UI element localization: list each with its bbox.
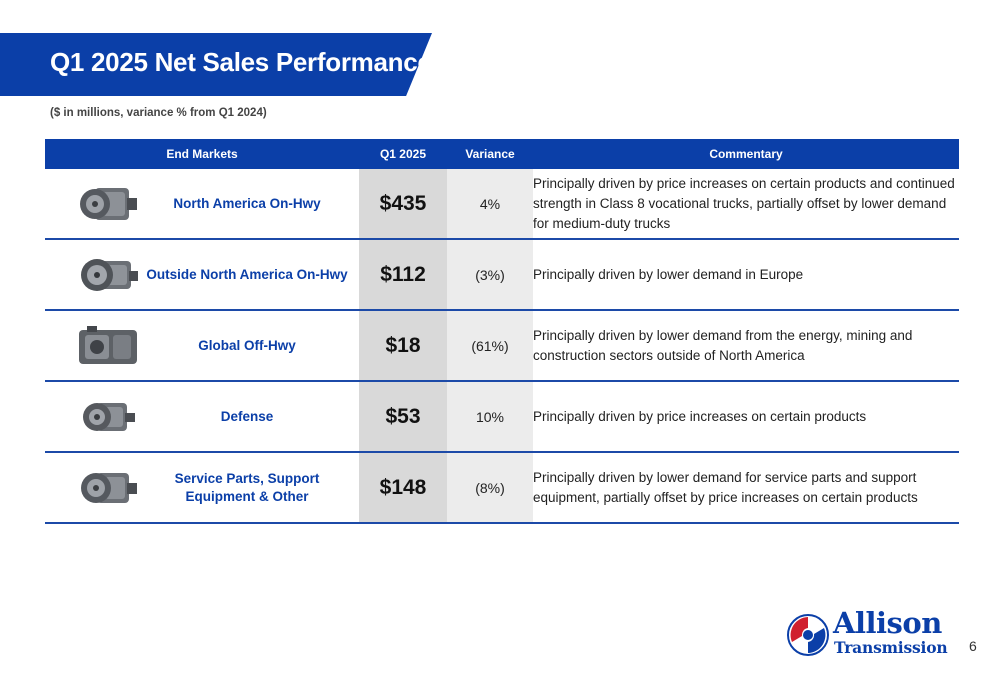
logo-wordmark-allison: Allison [833, 606, 942, 640]
market-cell: North America On-Hwy [45, 169, 359, 240]
q1-2025-value: $53 [359, 381, 447, 453]
market-name: Defense [220, 408, 274, 424]
transmission-icon [79, 325, 137, 364]
page-subtitle: ($ in millions, variance % from Q1 2024) [50, 107, 267, 119]
market-name: Outside North America On-Hwy [146, 266, 348, 282]
transmission-icon [80, 187, 137, 220]
table-row: North America On-Hwy $435 4% Principally… [45, 169, 959, 240]
title-banner [0, 33, 432, 96]
column-header-end-markets: End Markets [45, 139, 359, 169]
allison-emblem-icon [787, 614, 829, 656]
q1-2025-value: $112 [359, 239, 447, 311]
commentary-text: Principally driven by price increases on… [533, 381, 959, 453]
market-cell: Global Off-Hwy [45, 310, 359, 382]
page-title: Q1 2025 Net Sales Performance [50, 47, 432, 77]
commentary-text: Principally driven by price increases on… [533, 169, 959, 240]
variance-value: 4% [447, 169, 533, 240]
commentary-text: Principally driven by lower demand for s… [533, 452, 959, 524]
page-number: 6 [969, 638, 977, 654]
market-cell: Service Parts, Support Equipment & Other [45, 452, 359, 524]
market-cell: Defense [45, 381, 359, 453]
variance-value: 10% [447, 381, 533, 453]
market-name: Service Parts, Support Equipment & Other [174, 470, 320, 504]
column-header-variance: Variance [447, 139, 533, 169]
allison-logo: Allison Transmission [787, 606, 962, 660]
q1-2025-value: $18 [359, 310, 447, 382]
table-row: Global Off-Hwy $18 (61%) Principally dri… [45, 310, 959, 382]
market-name: North America On-Hwy [173, 195, 321, 211]
logo-wordmark-transmission: Transmission [834, 638, 948, 657]
transmission-icon [83, 402, 135, 431]
transmission-icon [81, 258, 138, 291]
transmission-icon [81, 472, 137, 503]
net-sales-table: End Markets Q1 2025 Variance Commentary [45, 139, 959, 524]
table-row: Outside North America On-Hwy $112 (3%) P… [45, 239, 959, 311]
commentary-text: Principally driven by lower demand in Eu… [533, 239, 959, 311]
variance-value: (3%) [447, 239, 533, 311]
table-header-row: End Markets Q1 2025 Variance Commentary [45, 139, 959, 169]
market-name: Global Off-Hwy [198, 337, 296, 353]
variance-value: (61%) [447, 310, 533, 382]
column-header-q1-2025: Q1 2025 [359, 139, 447, 169]
q1-2025-value: $148 [359, 452, 447, 524]
q1-2025-value: $435 [359, 169, 447, 240]
variance-value: (8%) [447, 452, 533, 524]
table-row: Defense $53 10% Principally driven by pr… [45, 381, 959, 453]
column-header-commentary: Commentary [533, 139, 959, 169]
table-row: Service Parts, Support Equipment & Other… [45, 452, 959, 524]
market-cell: Outside North America On-Hwy [45, 239, 359, 311]
commentary-text: Principally driven by lower demand from … [533, 310, 959, 382]
